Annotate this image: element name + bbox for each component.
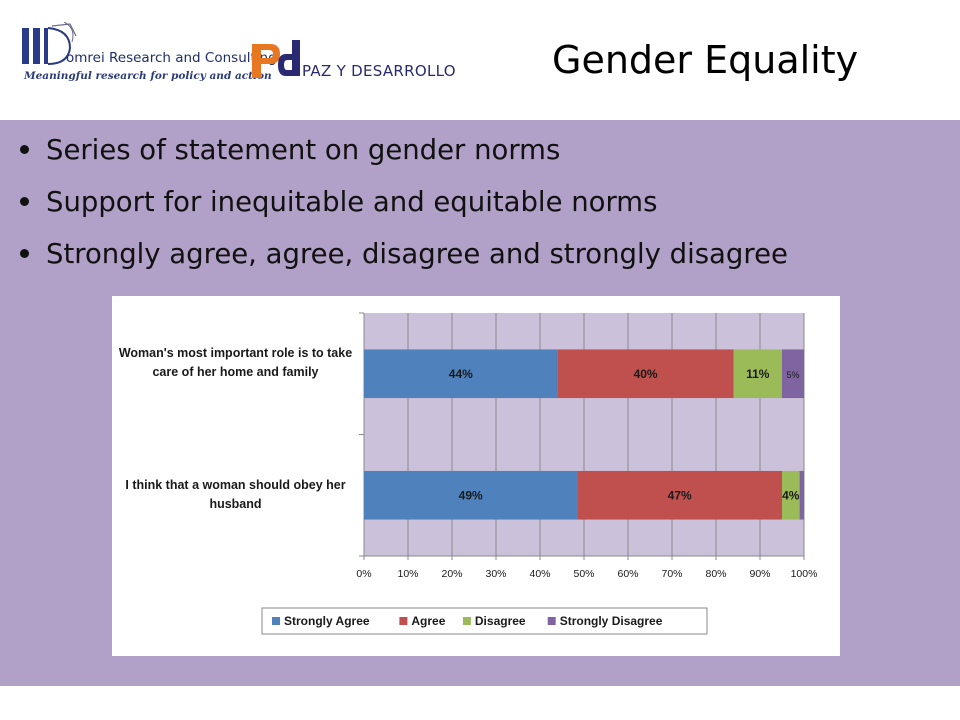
bullet-text: Support for inequitable and equitable no…	[46, 186, 658, 218]
bar-segment	[782, 349, 804, 399]
x-tick-label: 70%	[661, 568, 682, 580]
bullet-item: Strongly agree, agree, disagree and stro…	[20, 230, 940, 282]
x-tick-label: 50%	[573, 568, 594, 580]
chart-panel: 0% 10% 20% 30% 40% 50% 60% 70% 80% 90% 100% 44% 40% 1…	[112, 296, 840, 656]
x-tick-label: 40%	[529, 568, 550, 580]
legend-label: Agree	[411, 614, 445, 628]
bullet-dot	[20, 145, 29, 154]
paz-logo-mark	[252, 40, 300, 78]
domrei-logo: omrei Research and Consulting Meaningful…	[18, 20, 277, 84]
bar-segment	[782, 470, 800, 520]
x-tick-label: 100%	[791, 568, 818, 580]
bar-segment	[364, 470, 578, 520]
bullet-item: Support for inequitable and equitable no…	[20, 178, 940, 230]
x-tick-label: 60%	[617, 568, 638, 580]
data-label: 4%	[782, 488, 800, 502]
stacked-bar-chart: 0% 10% 20% 30% 40% 50% 60% 70% 80% 90% 100% 44% 40% 1…	[261, 312, 818, 635]
bar-segment	[557, 349, 734, 399]
bar-segment	[733, 349, 782, 399]
bullet-text: Series of statement on gender norms	[46, 134, 561, 166]
slide-footer-strip	[0, 686, 960, 720]
legend-box	[261, 607, 708, 635]
data-label: 47%	[668, 488, 692, 502]
domrei-logo-name: omrei Research and Consulting	[66, 50, 277, 66]
domrei-logo-mark	[22, 22, 77, 65]
x-tick-label: 30%	[485, 568, 506, 580]
legend-swatch	[399, 617, 408, 625]
category-label: I think that a woman should obey her hus…	[125, 478, 346, 511]
data-label: 5%	[786, 370, 799, 380]
bar-segment	[799, 470, 804, 520]
domrei-logo-tagline: Meaningful research for policy and actio…	[24, 70, 272, 82]
legend-swatch	[272, 617, 280, 625]
legend-label: Disagree	[475, 614, 526, 628]
paz-y-desarrollo-logo: PAZ Y DESARROLLO	[250, 38, 480, 88]
x-tick-label: 0%	[356, 568, 371, 580]
bullet-text: Strongly agree, agree, disagree and stro…	[46, 238, 788, 270]
data-label: 44%	[449, 367, 473, 381]
paz-logo-name: PAZ Y DESARROLLO	[302, 62, 456, 80]
category-label: Woman's most important role is to take c…	[118, 346, 353, 379]
data-label: 11%	[746, 367, 770, 381]
bar-segment	[364, 349, 558, 399]
legend-swatch	[547, 617, 556, 625]
legend-label: Strongly Disagree	[560, 614, 663, 628]
bullet-dot	[20, 249, 29, 258]
bar-segment	[577, 470, 782, 520]
legend-label: Strongly Agree	[284, 614, 370, 628]
bullet-list: Series of statement on gender norms Supp…	[20, 126, 940, 282]
x-tick-label: 20%	[441, 568, 462, 580]
legend-swatch	[462, 617, 471, 625]
data-label: 40%	[634, 367, 658, 381]
x-tick-label: 10%	[397, 568, 418, 580]
x-tick-label: 90%	[749, 568, 770, 580]
slide-title: Gender Equality	[552, 38, 859, 82]
data-label: 49%	[459, 488, 483, 502]
slide-header	[0, 0, 960, 120]
bullet-item: Series of statement on gender norms	[20, 126, 940, 178]
bullet-dot	[20, 197, 29, 206]
x-tick-label: 80%	[705, 568, 726, 580]
